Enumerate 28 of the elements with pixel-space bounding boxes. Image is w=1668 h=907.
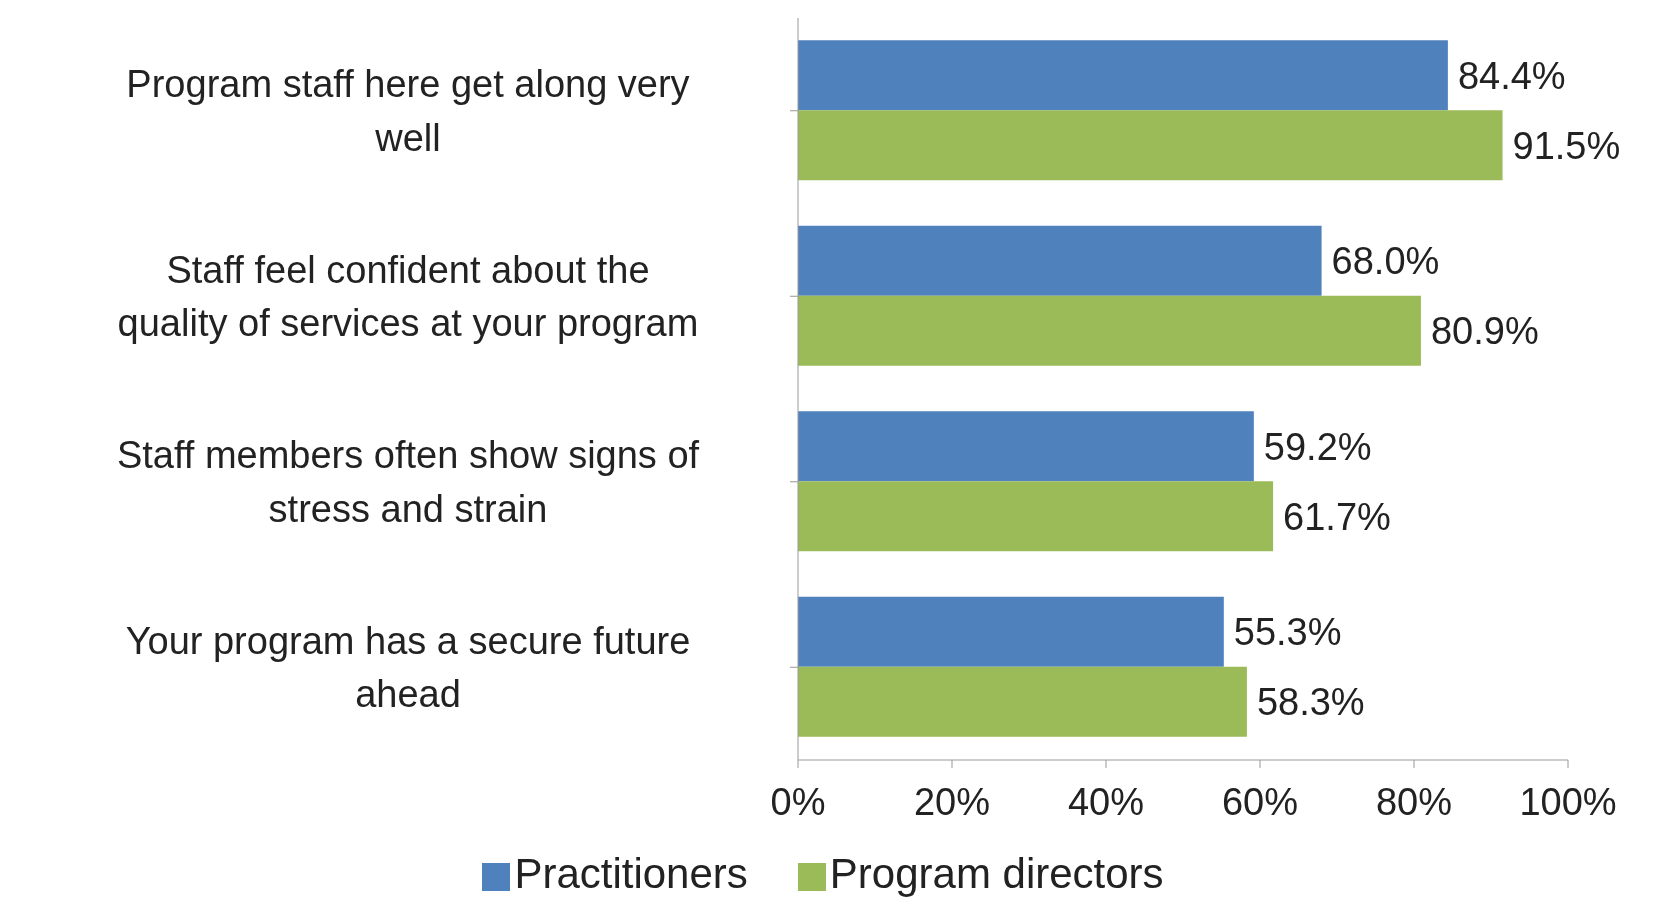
y-tick-label: Staff members often show signs of stress and strain [116,434,700,530]
y-tick-label: Staff feel confident about the quality of services at your program [117,248,699,345]
data-label: 58.3% [1256,681,1365,724]
data-label: 61.7% [1283,495,1391,538]
x-tick-label: 100% [1519,780,1617,823]
x-tick-label: 80% [1375,780,1453,823]
x-tick-label: 20% [913,780,991,823]
bar [798,110,1503,181]
x-tick-label: 60% [1221,780,1299,823]
x-tick-label: 0% [770,780,826,823]
data-label: 68.0% [1331,240,1440,283]
data-label: 84.4% [1457,54,1566,97]
bar [798,225,1322,296]
x-tick-label: 40% [1067,780,1145,823]
bar [798,295,1421,366]
bar [798,481,1274,552]
bar [798,596,1224,667]
legend-label: Practitioners [514,850,748,897]
bar [798,40,1448,111]
data-label: 55.3% [1233,611,1342,654]
data-label: 59.2% [1263,425,1372,468]
data-label: 80.9% [1430,310,1539,353]
legend-label: Program directors [829,850,1164,897]
bar [798,411,1254,482]
data-label: 91.5% [1512,124,1621,167]
y-tick-label: Your program has a secure future ahead [125,619,691,716]
bar [798,666,1247,737]
y-tick-label: Program staff here get along very well [126,63,690,159]
